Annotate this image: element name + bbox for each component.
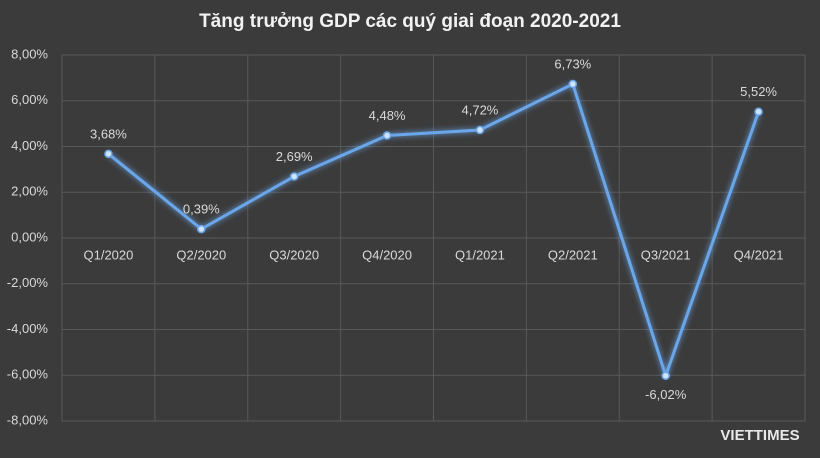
- y-tick-label: -2,00%: [7, 275, 49, 290]
- y-tick-label: 2,00%: [11, 184, 48, 199]
- data-point: [382, 131, 392, 140]
- data-label: 2,69%: [276, 149, 313, 164]
- data-point: [661, 371, 670, 380]
- data-label: -6,02%: [645, 387, 687, 402]
- y-tick-label: -4,00%: [7, 321, 49, 336]
- data-label: 4,72%: [462, 102, 499, 117]
- data-label: 4,48%: [369, 108, 406, 123]
- data-point: [289, 172, 299, 181]
- data-label: 0,39%: [183, 202, 220, 217]
- series-line: [107, 82, 760, 378]
- data-label: 3,68%: [90, 126, 127, 141]
- x-tick-label: Q4/2021: [734, 247, 784, 262]
- x-tick-label: Q3/2021: [641, 247, 691, 262]
- data-point: [197, 224, 206, 234]
- data-point: [568, 79, 578, 89]
- x-tick-label: Q4/2020: [362, 247, 412, 262]
- data-point: [475, 125, 485, 135]
- y-tick-label: 4,00%: [11, 138, 48, 153]
- y-tick-label: -6,00%: [7, 367, 49, 382]
- data-label: 5,52%: [740, 84, 777, 99]
- data-point: [754, 107, 763, 116]
- chart-title: Tăng trưởng GDP các quý giai đoạn 2020-2…: [199, 11, 621, 32]
- data-point: [104, 149, 113, 159]
- x-tick-label: Q3/2020: [269, 247, 319, 262]
- y-tick-label: 0,00%: [11, 229, 48, 244]
- data-label: 6,73%: [554, 56, 591, 71]
- y-tick-label: 8,00%: [11, 46, 48, 61]
- x-tick-label: Q2/2021: [548, 247, 598, 262]
- x-tick-label: Q1/2020: [84, 247, 134, 262]
- y-tick-label: -8,00%: [7, 412, 49, 427]
- x-tick-label: Q1/2021: [455, 247, 505, 262]
- y-tick-label: 6,00%: [11, 92, 48, 107]
- x-tick-label: Q2/2020: [176, 247, 226, 262]
- watermark: VIETTIMES: [720, 427, 799, 444]
